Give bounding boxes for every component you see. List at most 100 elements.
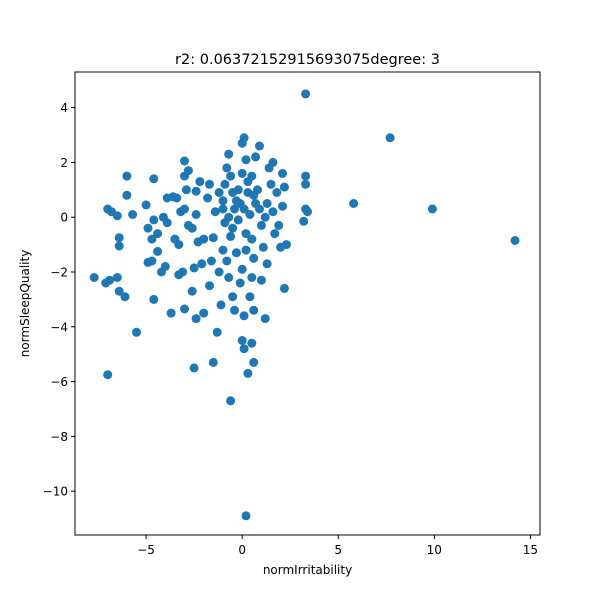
data-point: [299, 216, 309, 226]
data-point: [247, 273, 257, 282]
data-point: [208, 233, 218, 243]
data-point: [187, 286, 197, 296]
x-tick-label: 0: [238, 543, 246, 557]
data-point: [270, 229, 280, 239]
data-point: [279, 182, 289, 192]
data-point: [260, 212, 270, 222]
data-point: [189, 363, 199, 373]
points-layer: [89, 89, 520, 521]
data-point: [114, 286, 124, 296]
data-point: [235, 278, 245, 288]
data-point: [149, 294, 159, 304]
x-tick-label: 5: [334, 543, 342, 557]
data-point: [191, 210, 201, 219]
data-point: [243, 188, 253, 197]
y-tick-label: −10: [43, 485, 68, 499]
data-point: [114, 233, 124, 243]
data-point: [247, 338, 257, 348]
y-tick-label: 0: [60, 211, 68, 225]
data-point: [247, 234, 257, 244]
data-point: [239, 311, 249, 321]
data-point: [122, 190, 132, 200]
x-tick-label: 10: [427, 543, 442, 557]
data-point: [224, 212, 234, 222]
data-point: [278, 168, 287, 178]
data-point: [214, 267, 224, 277]
data-point: [266, 179, 276, 189]
data-point: [349, 199, 359, 208]
data-point: [241, 155, 251, 165]
data-point: [224, 273, 234, 282]
data-point: [249, 253, 259, 263]
data-point: [268, 207, 278, 217]
data-point: [222, 256, 232, 266]
data-point: [205, 179, 214, 189]
chart-title: r2: 0.06372152915693075degree: 3: [175, 52, 440, 68]
data-point: [233, 185, 243, 195]
data-point: [237, 264, 247, 274]
data-point: [149, 174, 159, 184]
data-point: [237, 168, 247, 178]
data-point: [268, 157, 278, 167]
data-point: [241, 229, 251, 239]
data-point: [122, 171, 132, 181]
data-point: [230, 305, 239, 315]
data-point: [230, 204, 239, 214]
data-point: [128, 210, 138, 219]
data-point: [301, 171, 311, 181]
data-point: [112, 211, 122, 221]
data-point: [228, 292, 238, 302]
data-point: [206, 256, 216, 266]
data-point: [105, 275, 115, 285]
data-point: [214, 188, 224, 197]
data-point: [199, 308, 209, 318]
y-tick-label: −2: [50, 265, 68, 279]
data-point: [301, 179, 311, 189]
data-point: [256, 275, 266, 285]
data-point: [510, 236, 520, 245]
data-point: [147, 256, 157, 266]
data-point: [228, 223, 238, 233]
data-point: [427, 204, 437, 214]
data-point: [274, 220, 284, 230]
data-point: [153, 246, 163, 256]
data-point: [255, 141, 264, 151]
data-point: [203, 193, 213, 203]
data-point: [218, 196, 228, 206]
data-point: [149, 215, 159, 225]
data-point: [237, 336, 247, 345]
x-tick-label: 15: [523, 543, 538, 557]
data-point: [180, 304, 189, 314]
data-point: [218, 204, 228, 214]
data-point: [249, 357, 259, 367]
data-point: [218, 245, 228, 255]
x-axis-label: normIrritability: [263, 563, 352, 577]
data-point: [226, 171, 236, 181]
data-point: [147, 234, 157, 244]
data-point: [253, 185, 262, 195]
data-point: [153, 229, 163, 239]
x-tick-label: −5: [137, 543, 155, 557]
data-point: [174, 240, 184, 250]
data-point: [251, 199, 261, 208]
data-point: [279, 283, 289, 293]
y-axis: −10 −8 −6 −4 −2 0 2 4: [43, 101, 75, 499]
data-point: [216, 300, 226, 310]
data-point: [251, 152, 261, 162]
data-point: [205, 281, 214, 291]
data-point: [112, 273, 122, 282]
y-tick-label: 2: [60, 156, 68, 170]
data-point: [281, 240, 291, 250]
data-point: [301, 89, 311, 99]
y-tick-label: 4: [60, 101, 68, 115]
data-point: [241, 245, 251, 255]
data-point: [249, 305, 259, 315]
data-point: [241, 511, 251, 521]
data-point: [237, 138, 247, 148]
data-point: [260, 314, 270, 324]
data-point: [385, 133, 395, 143]
data-point: [180, 204, 189, 214]
data-point: [222, 163, 232, 173]
